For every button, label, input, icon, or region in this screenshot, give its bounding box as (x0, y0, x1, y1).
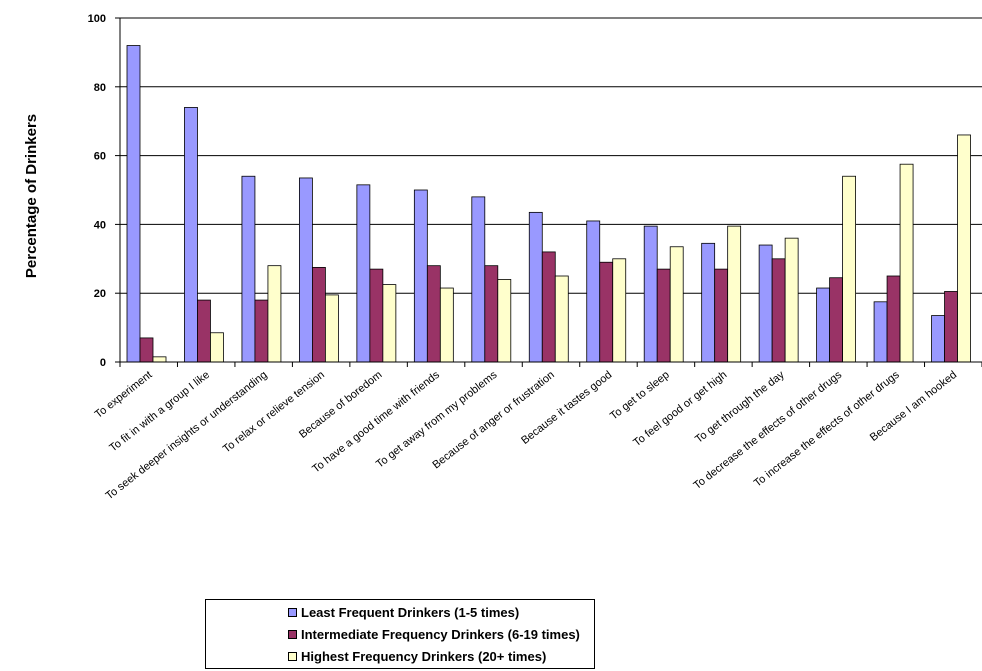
bar-series-2-cat-3 (324, 294, 339, 363)
y-tick-label: 100 (88, 13, 106, 25)
bar-series-2-cat-4 (382, 284, 397, 363)
bar-series-1-cat-5 (426, 265, 441, 363)
bar-series-2-cat-11 (784, 237, 799, 363)
legend-item-least: Least Frequent Drinkers (1-5 times) (288, 602, 519, 622)
bar-series-2-cat-8 (612, 258, 627, 363)
bar-series-0-cat-11 (758, 244, 773, 363)
y-tick-label: 60 (94, 151, 106, 163)
legend-item-intermediate: Intermediate Frequency Drinkers (6-19 ti… (288, 624, 580, 644)
y-axis-title: Percentage of Drinkers (23, 114, 40, 278)
legend-swatch-least (288, 607, 297, 617)
x-category-label: To get away from my problems (374, 369, 500, 471)
y-tick-label: 20 (94, 288, 106, 300)
bar-series-2-cat-13 (899, 163, 914, 363)
bar-series-0-cat-10 (701, 242, 716, 363)
bar-series-1-cat-6 (484, 265, 499, 363)
bar-series-2-cat-10 (727, 225, 742, 363)
y-tick-label: 0 (100, 357, 106, 369)
bar-series-0-cat-8 (586, 220, 601, 363)
y-tick-labels: 0 20 40 60 80 100 (88, 13, 106, 369)
bar-series-2-cat-0 (152, 356, 167, 363)
bar-series-0-cat-4 (356, 184, 371, 363)
bar-series-1-cat-13 (886, 275, 901, 363)
bar-series-0-cat-13 (873, 301, 888, 363)
legend-swatch-intermediate (288, 629, 297, 639)
bar-series-0-cat-6 (471, 196, 486, 363)
bar-series-1-cat-1 (197, 299, 211, 363)
bar-series-2-cat-14 (957, 134, 971, 363)
x-category-label: To fit in with a group I like (107, 369, 212, 454)
bar-series-1-cat-11 (771, 258, 786, 363)
bar-series-1-cat-4 (369, 268, 384, 363)
y-tick-label: 40 (94, 219, 106, 231)
bar-series-0-cat-14 (931, 315, 945, 363)
legend: Least Frequent Drinkers (1-5 times) Inte… (205, 599, 595, 669)
bar-series-0-cat-7 (528, 211, 543, 363)
bars (126, 45, 971, 363)
bar-series-2-cat-12 (842, 175, 856, 363)
bar-series-2-cat-7 (554, 275, 569, 363)
bar-series-1-cat-8 (599, 261, 614, 363)
bar-series-1-cat-2 (254, 299, 269, 363)
bar-series-1-cat-9 (656, 268, 671, 363)
bar-series-1-cat-14 (944, 291, 958, 363)
legend-item-highest: Highest Frequency Drinkers (20+ times) (288, 646, 546, 666)
bar-series-2-cat-2 (267, 265, 282, 363)
x-category-label: Because of anger or frustration (430, 369, 556, 471)
bar-series-0-cat-9 (643, 225, 658, 363)
bar-series-1-cat-7 (541, 251, 556, 363)
bar-series-1-cat-12 (829, 277, 843, 363)
bar-series-1-cat-0 (139, 337, 154, 363)
x-category-label: To feel good or get high (631, 369, 729, 449)
bar-series-1-cat-10 (714, 268, 729, 363)
axes (115, 17, 982, 367)
bar-series-0-cat-3 (298, 177, 313, 363)
bar-series-0-cat-2 (241, 175, 256, 363)
bar-series-0-cat-12 (816, 287, 830, 363)
legend-label-highest: Highest Frequency Drinkers (20+ times) (301, 648, 547, 664)
bar-series-0-cat-1 (184, 107, 198, 363)
x-category-label: To relax or relieve tension (221, 369, 327, 456)
x-category-label: To experiment (93, 369, 155, 421)
legend-swatch-highest (288, 651, 297, 661)
bar-series-2-cat-6 (497, 279, 512, 363)
bar-series-2-cat-5 (439, 287, 454, 363)
y-tick-label: 80 (94, 82, 106, 94)
bar-series-1-cat-3 (311, 266, 326, 363)
legend-label-intermediate: Intermediate Frequency Drinkers (6-19 ti… (301, 626, 580, 642)
bar-series-2-cat-9 (669, 246, 684, 363)
bar-series-0-cat-0 (126, 45, 141, 363)
legend-label-least: Least Frequent Drinkers (1-5 times) (301, 604, 520, 620)
bar-series-0-cat-5 (413, 189, 428, 363)
bar-series-2-cat-1 (210, 332, 224, 363)
